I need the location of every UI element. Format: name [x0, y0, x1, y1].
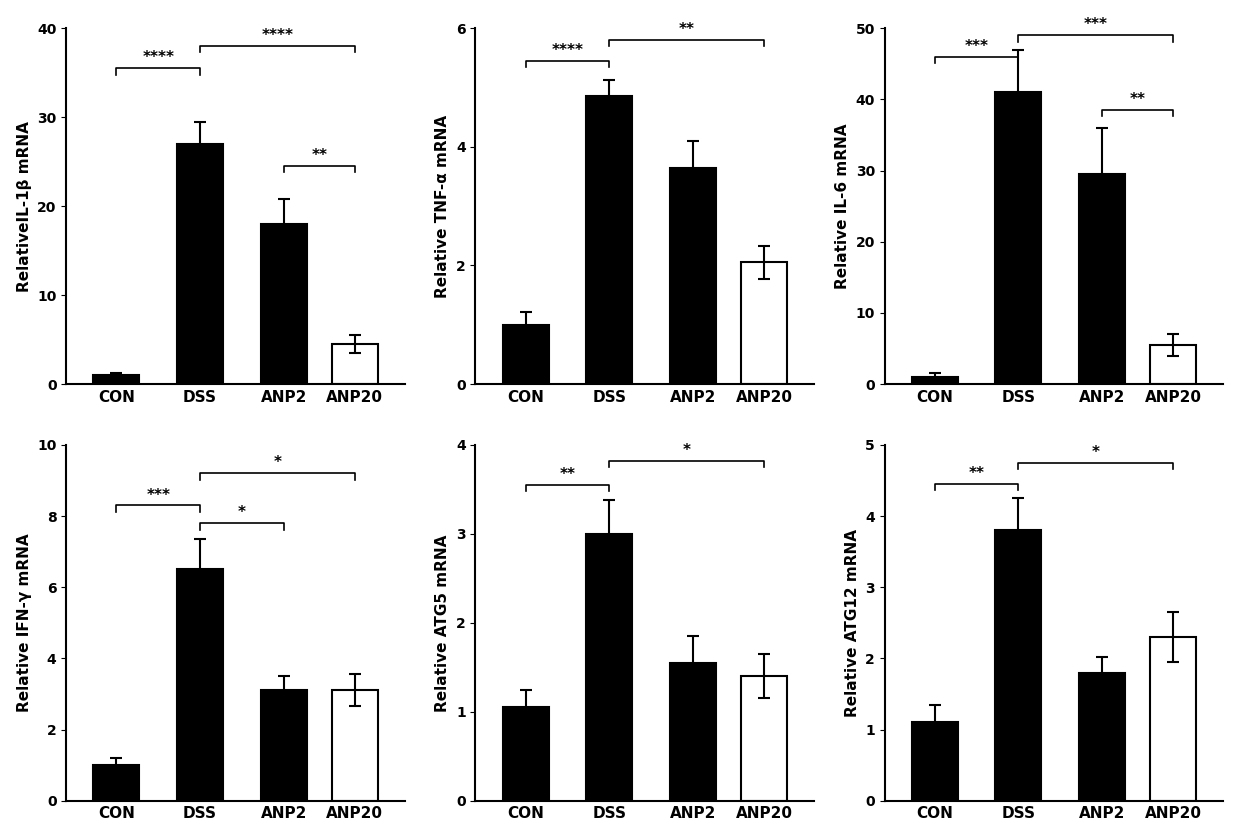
Bar: [332, 691, 378, 801]
Bar: [260, 691, 306, 801]
Bar: [177, 144, 223, 384]
Text: ***: ***: [965, 39, 988, 54]
Y-axis label: Relative ATG12 mRNA: Relative ATG12 mRNA: [844, 529, 859, 716]
Text: ****: ****: [262, 28, 294, 43]
Bar: [502, 325, 548, 384]
Bar: [260, 224, 306, 384]
Bar: [1079, 673, 1125, 801]
Bar: [587, 96, 632, 384]
Bar: [911, 722, 957, 801]
Y-axis label: Relative TNF-α mRNA: Relative TNF-α mRNA: [435, 115, 450, 297]
Bar: [670, 663, 715, 801]
Bar: [1151, 345, 1197, 384]
Bar: [742, 676, 787, 801]
Text: ****: ****: [552, 43, 584, 58]
Text: *: *: [683, 443, 691, 458]
Bar: [587, 534, 632, 801]
Y-axis label: Relative IFN-γ mRNA: Relative IFN-γ mRNA: [16, 534, 32, 712]
Y-axis label: Relative ATG5 mRNA: Relative ATG5 mRNA: [435, 534, 450, 711]
Text: *: *: [1091, 445, 1100, 460]
Bar: [996, 92, 1042, 384]
Bar: [1151, 637, 1197, 801]
Bar: [93, 375, 139, 384]
Bar: [911, 377, 957, 384]
Text: **: **: [311, 148, 327, 163]
Text: *: *: [274, 456, 281, 470]
Bar: [1079, 174, 1125, 384]
Text: *: *: [238, 505, 246, 520]
Y-axis label: RelativeIL-1β mRNA: RelativeIL-1β mRNA: [16, 121, 32, 292]
Bar: [332, 344, 378, 384]
Bar: [177, 570, 223, 801]
Text: ***: ***: [146, 488, 170, 503]
Y-axis label: Relative IL-6 mRNA: Relative IL-6 mRNA: [835, 123, 849, 289]
Bar: [502, 707, 548, 801]
Bar: [996, 530, 1042, 801]
Text: **: **: [1130, 92, 1146, 107]
Text: ***: ***: [1084, 18, 1107, 33]
Text: **: **: [678, 22, 694, 37]
Text: **: **: [559, 467, 575, 482]
Text: ****: ****: [143, 50, 175, 65]
Bar: [93, 765, 139, 801]
Bar: [742, 262, 787, 384]
Text: **: **: [968, 466, 985, 481]
Bar: [670, 168, 715, 384]
